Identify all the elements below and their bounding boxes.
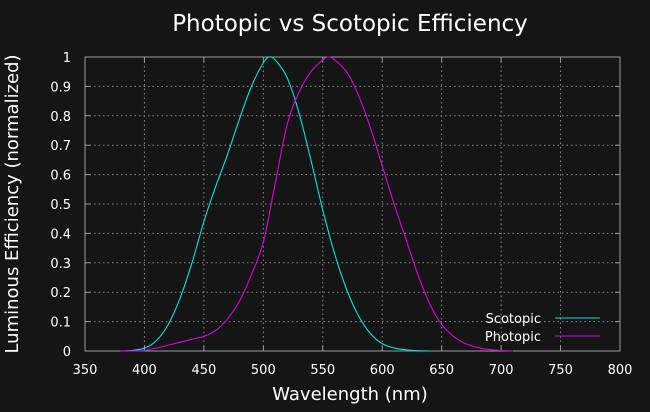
x-tick-label: 750 [548,363,573,378]
y-tick-label: 0.7 [50,139,71,154]
grid [85,57,620,351]
y-tick-label: 0.1 [50,316,71,331]
y-tick-label: 0.5 [50,198,71,213]
x-tick-label: 450 [191,363,216,378]
x-tick-label: 550 [310,363,335,378]
y-tick-label: 0.6 [50,169,71,184]
x-tick-label: 600 [370,363,395,378]
y-tick-label: 0.8 [50,110,71,125]
x-tick-label: 800 [608,363,633,378]
y-axis-label: Luminous Efficiency (normalized) [2,54,23,353]
series-line-photopic [120,56,514,352]
legend-label-scotopic: Scotopic [486,312,541,327]
x-tick-label: 350 [73,363,98,378]
x-axis-label: Wavelength (nm) [272,384,428,405]
x-tick-label: 700 [489,363,514,378]
x-tick-label: 650 [429,363,454,378]
y-tick-label: 0.4 [50,227,71,242]
legend-label-photopic: Photopic [485,330,541,345]
x-tick-label: 400 [132,363,157,378]
chart-title: Photopic vs Scotopic Efficiency [172,11,528,37]
axis-ticks: 350 400 450 500 550 600 650 700 750 800 0 0.1 0.2 0.3… [50,51,632,378]
y-tick-label: 0.3 [50,257,71,272]
series-line-scotopic [120,56,430,352]
y-tick-label: 0.2 [50,286,71,301]
y-tick-label: 0.9 [50,80,71,95]
series-lines [120,56,514,352]
x-tick-label: 500 [251,363,276,378]
y-tick-label: 1 [63,51,71,66]
legend: Scotopic Photopic [485,312,600,345]
y-tick-label: 0 [63,345,71,360]
